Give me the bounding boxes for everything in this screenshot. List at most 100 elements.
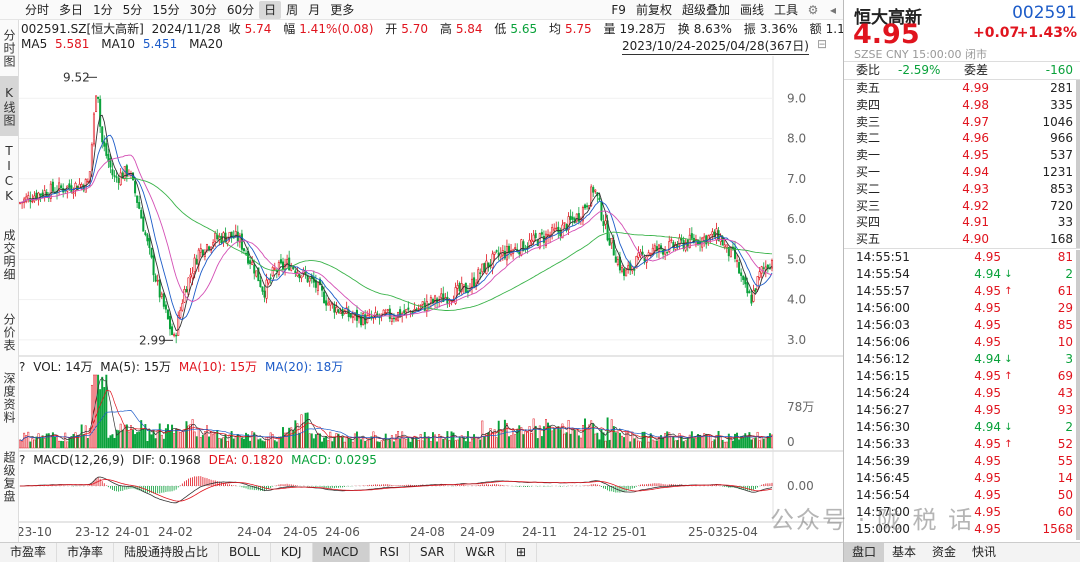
volume-bar xyxy=(409,441,412,449)
left-tab-4[interactable]: 分价表 xyxy=(2,312,16,352)
left-tab-1[interactable]: K线图 xyxy=(0,76,18,136)
volume-bar xyxy=(555,427,558,449)
volume-bar xyxy=(744,433,747,449)
tick-volume: 61 xyxy=(1057,284,1073,298)
quote-tab-3[interactable]: 快讯 xyxy=(972,545,997,559)
toggle-panel-icon[interactable]: ◂ xyxy=(829,2,837,17)
info-code: 002591.SZ[恒大高新] xyxy=(21,22,144,36)
indicator-tab-6[interactable]: RSI xyxy=(370,543,411,562)
volume-bar xyxy=(164,428,167,449)
orderbook-level: 卖三 xyxy=(856,114,881,129)
candle-body xyxy=(316,281,319,291)
volume-bar xyxy=(261,440,264,449)
indicator-tab-5[interactable]: MACD xyxy=(312,543,370,562)
toolbar-tool-1[interactable]: 前复权 xyxy=(635,2,672,17)
tick-time: 14:56:27 xyxy=(856,403,910,417)
kline-chart-svg[interactable]: 9.0 8.0 7.0 6.0 5.0 4.0 3.0 23-10 23-12 24-01 24-0… xyxy=(19,20,843,542)
volume-bar xyxy=(629,441,632,449)
volume-bar xyxy=(647,441,650,449)
volume-bar xyxy=(635,437,638,449)
vol-question-icon[interactable]: ? xyxy=(19,360,26,374)
candlestick xyxy=(378,313,381,325)
macd-question-icon[interactable]: ? xyxy=(19,453,26,467)
indicator-tab-8[interactable]: W&R xyxy=(455,543,506,562)
tick-price-value: 4.95 xyxy=(974,335,1001,349)
quote-tab-2[interactable]: 资金 xyxy=(932,545,957,559)
toolbar-tool-2[interactable]: 超级叠加 xyxy=(681,2,730,17)
candlestick xyxy=(362,311,365,326)
candlestick xyxy=(641,245,644,257)
left-tab-5[interactable]: 深度资料 xyxy=(2,372,16,424)
left-tab-2[interactable]: TICK xyxy=(2,144,16,204)
candle-body xyxy=(156,280,159,282)
candlestick xyxy=(142,210,145,232)
volume-bar xyxy=(300,414,303,449)
candlestick xyxy=(567,212,570,236)
volume-bar xyxy=(144,424,147,449)
indicator-tab-1[interactable]: 市净率 xyxy=(57,543,115,562)
volume-bar xyxy=(49,436,52,449)
period-tab-6[interactable]: 60分 xyxy=(226,2,255,17)
ticks-scrollbar[interactable] xyxy=(1076,250,1080,540)
indicator-tab-7[interactable]: SAR xyxy=(410,543,456,562)
period-tab-2[interactable]: 1分 xyxy=(93,2,113,17)
indicator-tab-4[interactable]: KDJ xyxy=(271,543,313,562)
period-tab-7[interactable]: 日 xyxy=(259,0,282,19)
candle-body xyxy=(748,291,751,294)
left-tab-0[interactable]: 分时图 xyxy=(2,28,16,68)
quote-time: 15:00:00 xyxy=(912,48,962,61)
volume-bar xyxy=(290,427,293,449)
left-tab-3[interactable]: 成交明细 xyxy=(2,229,16,281)
candlestick xyxy=(265,273,268,304)
left-tab-6[interactable]: 超级复盘 xyxy=(2,451,16,503)
kline-chart-area[interactable]: 9.0 8.0 7.0 6.0 5.0 4.0 3.0 23-10 23-12 24-01 24-0… xyxy=(19,20,864,542)
tick-time: 14:56:24 xyxy=(856,386,910,400)
ma5-label: MA5 xyxy=(21,37,48,51)
candlestick xyxy=(111,162,114,179)
vol-ma5: MA(5): 15万 xyxy=(100,360,171,374)
indicator-tab-3[interactable]: BOLL xyxy=(219,543,271,562)
tick-price-value: 4.95 xyxy=(974,505,1001,519)
quote-tab-1[interactable]: 基本 xyxy=(892,545,917,559)
volume-bar xyxy=(643,431,646,449)
quote-tab-0[interactable]: 盘口 xyxy=(844,543,885,562)
orderbook-scrollbar[interactable] xyxy=(1076,80,1080,248)
add-indicator-button[interactable]: ⊞ xyxy=(506,543,538,562)
volume-bar xyxy=(275,441,278,449)
candlestick xyxy=(160,291,163,299)
chart-expand-icon[interactable]: ⊟ xyxy=(817,37,828,51)
period-tab-5[interactable]: 30分 xyxy=(189,2,217,17)
volume-bar xyxy=(337,433,340,449)
toolbar-tool-0[interactable]: F9 xyxy=(611,2,626,17)
settings-icon[interactable]: ⚙ xyxy=(807,2,819,17)
orderbook-row: 卖二 4.96 966 xyxy=(844,130,1080,147)
volume-bar xyxy=(723,441,726,449)
candlestick xyxy=(162,292,165,310)
toolbar-tool-4[interactable]: 工具 xyxy=(773,2,798,17)
candlestick xyxy=(637,246,640,261)
toolbar-tool-3[interactable]: 画线 xyxy=(739,2,764,17)
period-tab-10[interactable]: 更多 xyxy=(330,2,355,17)
candlestick xyxy=(318,277,322,286)
tick-time: 14:56:03 xyxy=(856,318,910,332)
volume-bar xyxy=(717,430,720,449)
candle-body xyxy=(368,314,371,316)
period-tab-8[interactable]: 周 xyxy=(286,2,299,17)
volume-bar xyxy=(296,423,299,449)
period-tab-9[interactable]: 月 xyxy=(308,2,321,17)
volume-bar xyxy=(212,434,215,449)
candle-body xyxy=(339,311,342,315)
period-tab-1[interactable]: 多日 xyxy=(59,2,84,17)
candle-body xyxy=(623,268,626,276)
candlestick xyxy=(625,268,628,277)
indicator-tab-0[interactable]: 市盈率 xyxy=(0,543,58,562)
period-tab-3[interactable]: 5分 xyxy=(122,2,143,17)
period-tab-4[interactable]: 15分 xyxy=(152,2,180,17)
candle-body xyxy=(168,316,172,330)
tick-price-value: 4.95 xyxy=(974,454,1001,468)
period-tab-0[interactable]: 分时 xyxy=(25,2,50,17)
tick-row: 14:56:24 4.95 43 xyxy=(844,385,1080,402)
tick-price-value: 4.95 xyxy=(974,403,1001,417)
tick-volume: 10 xyxy=(1057,335,1073,349)
indicator-tab-2[interactable]: 陆股通持股占比 xyxy=(114,543,220,562)
